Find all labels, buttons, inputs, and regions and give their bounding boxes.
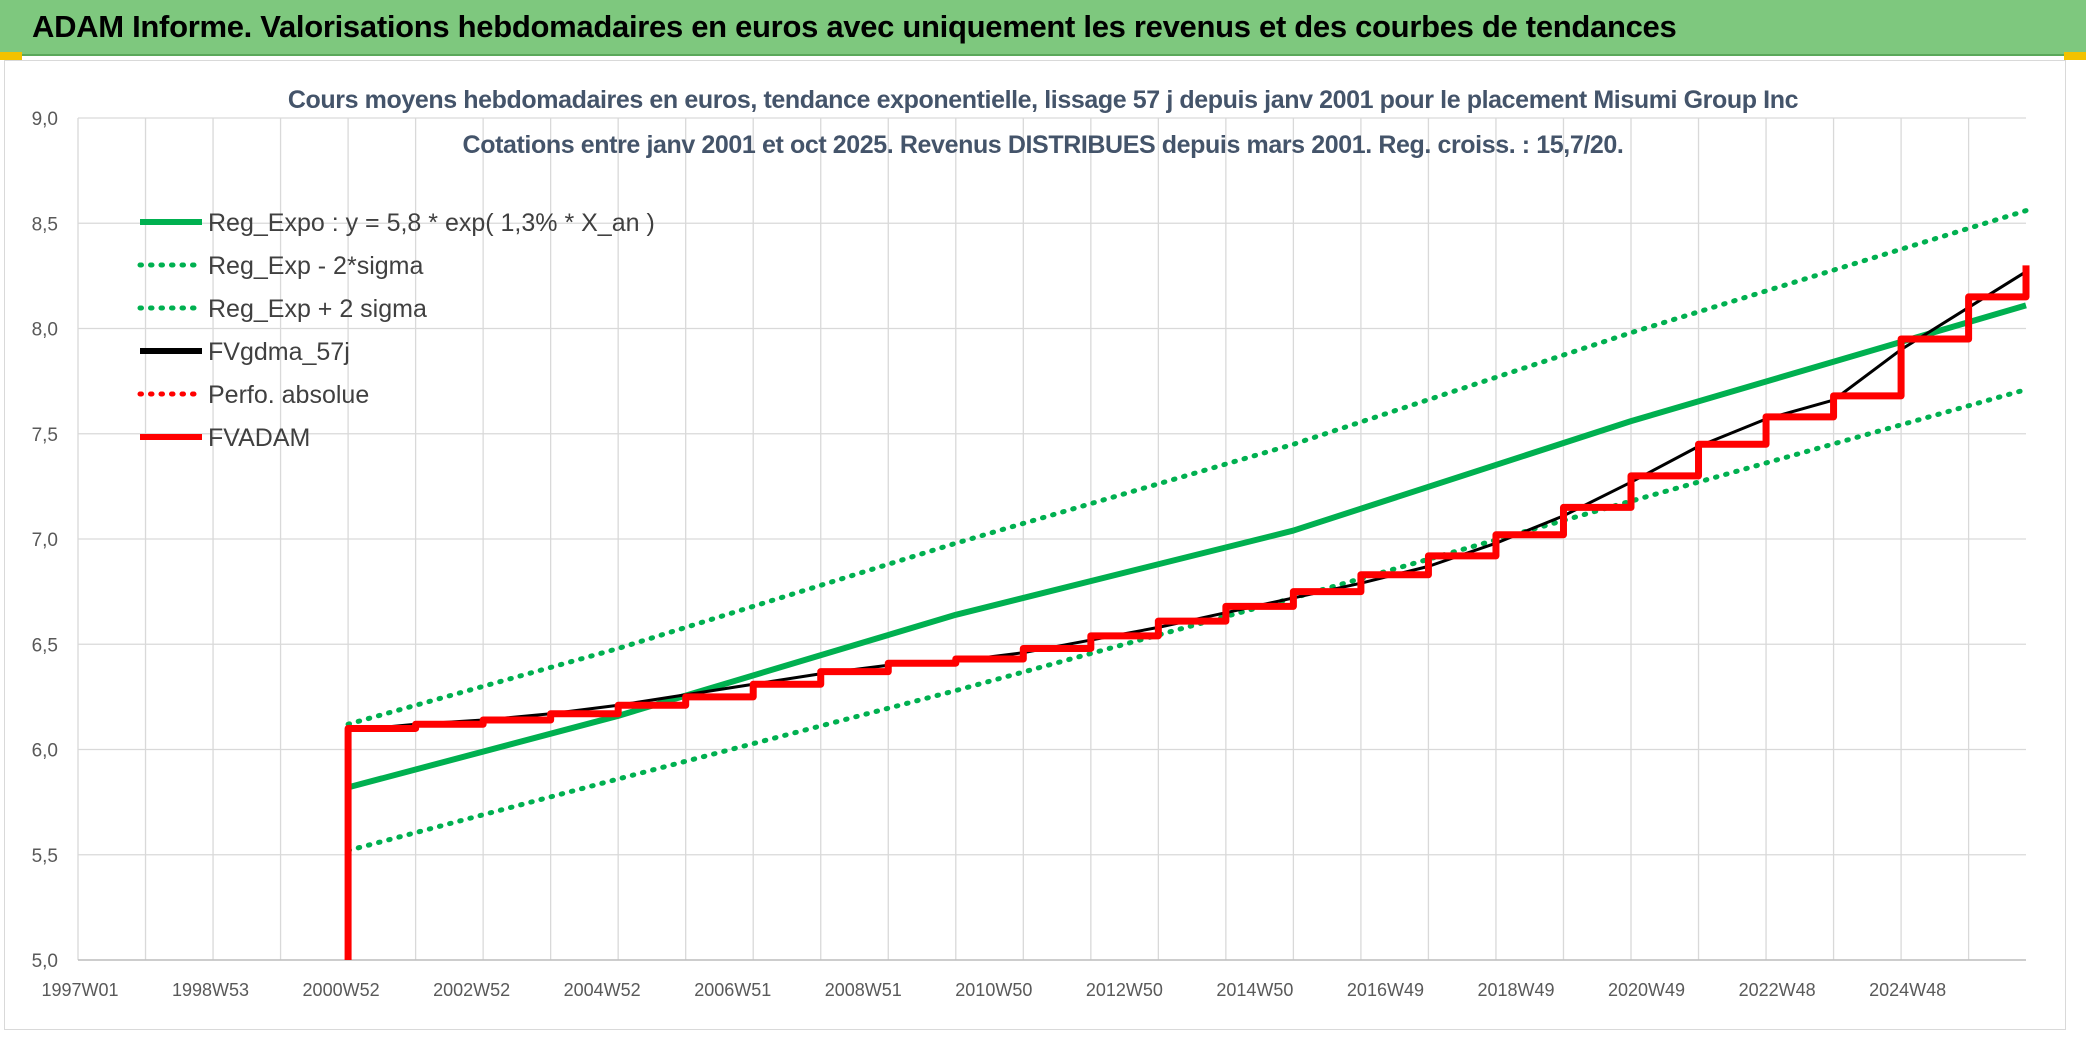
series-line-0 [347,302,2027,791]
series-line-2 [345,208,2029,727]
x-tick-label: 2002W52 [433,980,510,1000]
legend-label-3: FVgdma_57j [208,338,350,366]
x-tick-label: 2012W50 [1086,980,1163,1000]
y-tick-label: 5,5 [32,846,58,867]
chart-title: Cours moyens hebdomadaires en euros, ten… [287,86,1799,114]
chart-panel [4,60,2066,1030]
y-tick-label: 7,5 [32,425,58,446]
legend-label-4: Perfo. absolue [208,381,369,409]
x-tick-label: 2000W52 [303,980,380,1000]
y-tick-label: 6,5 [32,635,58,656]
x-tick-label: 2016W49 [1347,980,1424,1000]
chart-subtitle: Cotations entre janv 2001 et oct 2025. R… [462,131,1624,159]
series-line-5 [344,265,2030,960]
x-tick-label: 1997W01 [41,980,118,1000]
y-tick-label: 8,0 [32,320,58,341]
x-tick-label: 2006W51 [694,980,771,1000]
y-tick-label: 5,0 [32,951,58,972]
series-line-3 [347,270,2027,733]
x-tick-label: 2008W51 [825,980,902,1000]
x-tick-label: 1998W53 [172,980,249,1000]
x-tick-label: 2014W50 [1216,980,1293,1000]
legend-label-0: Reg_Expo : y = 5,8 * exp( 1,3% * X_an ) [208,209,655,237]
report-banner: ADAM Informe. Valorisations hebdomadaire… [0,0,2086,56]
legend-label-1: Reg_Exp - 2*sigma [208,252,423,280]
grid [77,117,2026,961]
legend-label-2: Reg_Exp + 2 sigma [208,295,427,323]
report-title: ADAM Informe. Valorisations hebdomadaire… [32,9,1677,44]
x-tick-label: 2022W48 [1739,980,1816,1000]
series-group [344,208,2030,960]
series-line-1 [345,387,2029,854]
x-tick-label: 2010W50 [955,980,1032,1000]
x-tick-label: 2004W52 [564,980,641,1000]
legend: Reg_Expo : y = 5,8 * exp( 1,3% * X_an ) R… [137,209,655,452]
axes: 5,0 5,5 6,0 6,5 7,0 7,5 8,0 8,5 9,0 1997W01 1998W5… [32,109,2026,1000]
y-tick-label: 8,5 [32,214,58,235]
legend-label-5: FVADAM [208,424,310,452]
y-tick-label: 6,0 [32,741,58,762]
y-tick-label: 7,0 [32,530,58,551]
x-tick-label: 2020W49 [1608,980,1685,1000]
corner-mark-right [2064,52,2086,60]
x-tick-label: 2024W48 [1869,980,1946,1000]
x-tick-label: 2018W49 [1477,980,1554,1000]
y-tick-label: 9,0 [32,109,58,130]
corner-mark-left [0,52,22,60]
